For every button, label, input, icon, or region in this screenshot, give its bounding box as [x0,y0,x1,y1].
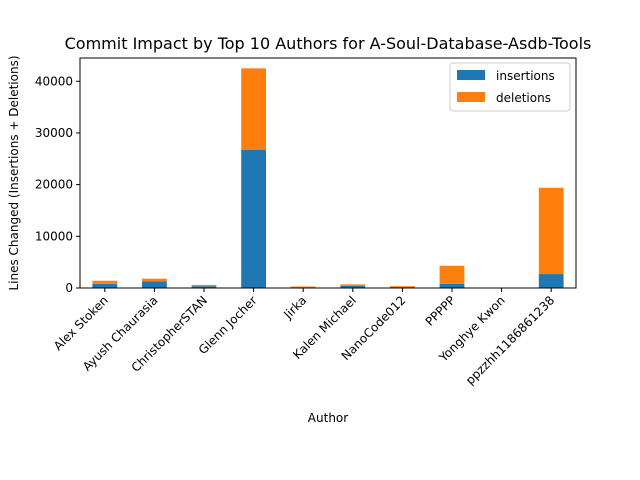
x-tick-label: PPPPP [423,293,458,328]
y-axis: 0 10000 20000 30000 40000 [35,74,80,295]
bar-deletions-6 [390,286,415,288]
y-tick-label: 40000 [35,74,73,88]
legend-swatch-deletions [457,92,485,102]
bar-insertions-3 [241,150,266,288]
bar-insertions-1 [142,281,167,288]
bar-deletions-2 [191,284,217,287]
plot-frame [79,57,577,289]
y-tick-label: 30000 [35,126,73,140]
x-tick-label: ppzzhh1186861238 [463,293,557,387]
y-tick-label: 10000 [35,229,73,243]
bar-insertions-5 [340,285,366,288]
bar-deletions-1 [142,278,167,282]
bar-deletions-3 [241,68,266,150]
bar-deletions-7 [439,265,465,284]
bar-deletions-5 [340,284,366,286]
bars-group [92,68,564,288]
legend-label-deletions: deletions [496,91,551,105]
legend-label-insertions: insertions [496,69,555,83]
y-tick-label: 0 [65,281,73,295]
bar-insertions-0 [92,283,118,288]
bar-deletions-0 [92,280,118,284]
y-axis-label: Lines Changed (Insertions + Deletions) [7,55,21,290]
y-tick-label: 20000 [35,178,73,192]
legend-swatch-insertions [457,70,485,80]
bar-deletions-4 [290,286,316,288]
bar-insertions-9 [538,274,564,288]
x-tick-label: Jirka [280,293,309,322]
bar-insertions-2 [191,286,217,288]
chart-title: Commit Impact by Top 10 Authors for A-So… [65,34,592,53]
bar-deletions-9 [538,187,564,275]
bar-insertions-7 [439,283,465,288]
x-axis-label: Author [308,411,348,425]
legend: insertions deletions [449,62,571,112]
